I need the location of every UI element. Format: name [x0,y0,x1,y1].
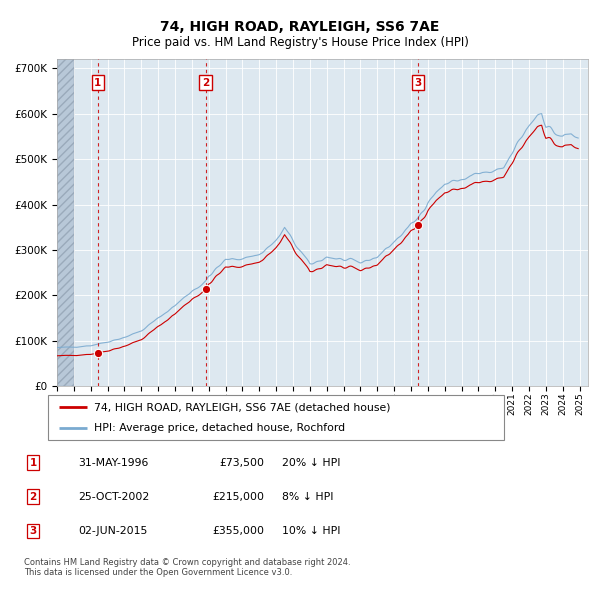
Text: 8% ↓ HPI: 8% ↓ HPI [282,492,334,502]
FancyBboxPatch shape [48,395,504,440]
Text: 02-JUN-2015: 02-JUN-2015 [78,526,148,536]
Text: Contains HM Land Registry data © Crown copyright and database right 2024.
This d: Contains HM Land Registry data © Crown c… [24,558,350,577]
Text: 2: 2 [202,78,209,88]
Text: Price paid vs. HM Land Registry's House Price Index (HPI): Price paid vs. HM Land Registry's House … [131,36,469,49]
Text: 10% ↓ HPI: 10% ↓ HPI [282,526,341,536]
Bar [57,59,74,386]
Text: £215,000: £215,000 [212,492,264,502]
Text: 31-MAY-1996: 31-MAY-1996 [78,458,148,467]
Text: 20% ↓ HPI: 20% ↓ HPI [282,458,341,467]
Text: 3: 3 [29,526,37,536]
Text: £355,000: £355,000 [212,526,264,536]
Text: 1: 1 [29,458,37,467]
Text: 2: 2 [29,492,37,502]
Text: HPI: Average price, detached house, Rochford: HPI: Average price, detached house, Roch… [94,422,345,432]
Text: 1: 1 [94,78,101,88]
Text: 3: 3 [415,78,422,88]
Text: 74, HIGH ROAD, RAYLEIGH, SS6 7AE (detached house): 74, HIGH ROAD, RAYLEIGH, SS6 7AE (detach… [94,402,390,412]
Text: 25-OCT-2002: 25-OCT-2002 [78,492,149,502]
Text: 74, HIGH ROAD, RAYLEIGH, SS6 7AE: 74, HIGH ROAD, RAYLEIGH, SS6 7AE [160,19,440,34]
Text: £73,500: £73,500 [219,458,264,467]
